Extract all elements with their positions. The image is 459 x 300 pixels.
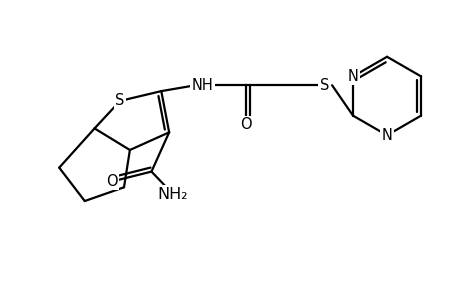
Text: N: N	[381, 128, 392, 143]
Text: O: O	[240, 117, 251, 132]
Text: O: O	[106, 174, 118, 189]
Text: NH₂: NH₂	[157, 187, 188, 202]
Text: NH: NH	[191, 78, 213, 93]
Text: S: S	[319, 78, 328, 93]
Text: N: N	[347, 69, 358, 84]
Text: S: S	[115, 93, 124, 108]
